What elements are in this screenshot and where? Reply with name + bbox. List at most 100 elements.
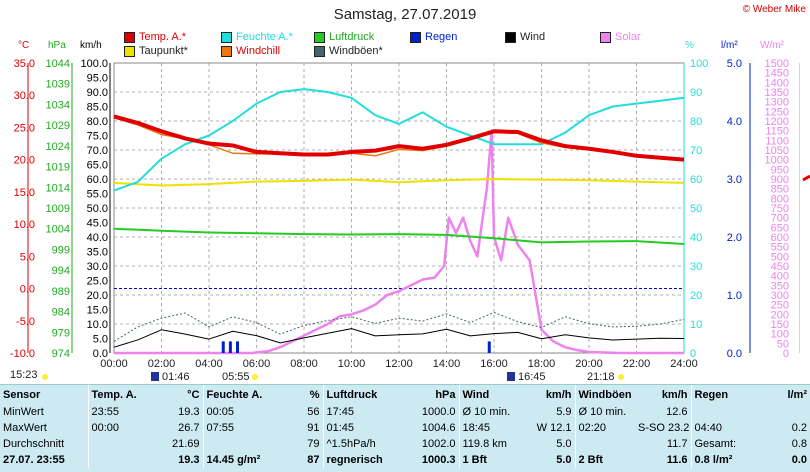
humidity-tick-label: 80 [690, 116, 702, 128]
solar-tick-label: 800 [771, 193, 789, 205]
stats-rain-value [751, 404, 810, 420]
legend-item: Luftdruck [314, 31, 374, 43]
stats-hum-value: 87 [307, 454, 320, 466]
humidity-tick-label: 10 [690, 319, 702, 331]
moon-icon [507, 372, 515, 381]
legend-swatch [124, 31, 135, 43]
rain-bar [221, 341, 225, 353]
rain-bar [487, 341, 491, 353]
x-tick-label: 08:00 [290, 358, 318, 370]
stats-hum-info: 00:05 [202, 404, 273, 420]
legend-item: Wind [505, 31, 545, 43]
solar-tick-label: 300 [771, 290, 789, 302]
humidity-tick-label: 70 [690, 145, 702, 157]
legend-item: Regen [410, 31, 457, 43]
wind-tick-label: 70.0 [87, 145, 108, 157]
stats-press-value: 1000.3 [421, 454, 456, 466]
stats-temp-value: 19.3 [178, 406, 200, 418]
sun-bar: 15:23 01:46 05:55 16:45 21:18 [0, 369, 810, 385]
humidity-unit: % [685, 40, 694, 51]
legend-label: Temp. A.* [139, 31, 187, 43]
solar-tick-label: 1300 [765, 97, 789, 109]
solar-tick-label: 400 [771, 271, 789, 283]
wind-tick-label: 95.0 [87, 73, 108, 85]
next-day-strip [800, 63, 810, 353]
stats-gust-info [574, 436, 635, 452]
temp-tick-label: 35.0 [14, 58, 35, 70]
rain-unit: l/m² [721, 40, 738, 51]
wind-tick-label: 10.0 [87, 319, 108, 331]
hdr-hum-unit: % [309, 388, 320, 401]
stats-temp-value: 19.3 [178, 454, 200, 466]
temp-tick-label: 20.0 [14, 155, 35, 167]
stats-rain-info: Gesamt: [690, 436, 751, 452]
wind-tick-label: 90.0 [87, 87, 108, 99]
stats-press-value: 1002.0 [421, 438, 456, 450]
x-tick-label: 06:00 [243, 358, 271, 370]
hdr-rain-unit: l/m² [787, 388, 807, 401]
solar-tick-label: 1450 [765, 68, 789, 80]
stats-press-info: ^1.5hPa/h [322, 436, 393, 452]
pressure-tick-label: 1014 [46, 182, 70, 194]
legend-item: Windböen* [314, 45, 383, 57]
wind-tick-label: 5.0 [93, 334, 108, 346]
hdr-sensor: Sensor [3, 388, 41, 401]
stats-press-info: 17:45 [322, 404, 393, 420]
legend-label: Feuchte A.* [236, 31, 293, 43]
rain-tick-label: 2.0 [727, 232, 742, 244]
solar-tick-label: 650 [771, 222, 789, 234]
temp-tick-label: -5.0 [16, 316, 35, 328]
legend-label: Windchill [236, 45, 281, 57]
hdr-wind: Wind [458, 385, 519, 404]
hdr-temp-unit: °C [187, 388, 200, 401]
rain-tick-label: 0.0 [727, 348, 742, 360]
pressure-line [113, 227, 685, 246]
solar-tick-label: 500 [771, 251, 789, 263]
pressure-tick-label: 989 [52, 286, 70, 298]
x-tick-label: 22:00 [623, 358, 651, 370]
hdr-rain: Regen [690, 385, 751, 404]
humidity-tick-label: 90 [690, 87, 702, 99]
wind-line [113, 328, 685, 348]
legend-item: Windchill [221, 45, 280, 57]
stats-header-row: Sensor Temp. A. °C Feuchte A. % Luftdruc… [0, 385, 810, 404]
temp-tick-label: 15.0 [14, 187, 35, 199]
pressure-tick-label: 984 [52, 307, 70, 319]
stats-row: MaxWert 00:00 26.7 07:55 91 01:45 1004.6 18:45 W… [0, 420, 810, 436]
x-tick-label: 18:00 [528, 358, 556, 370]
sunset-time: 21:18 [587, 371, 615, 383]
temp-tick-label: 5.0 [20, 251, 35, 263]
stats-rain-info: 04:40 [690, 420, 751, 436]
stats-hum-value: 56 [307, 406, 320, 418]
temp-tick-label: 30.0 [14, 90, 35, 102]
wind-tick-label: 25.0 [87, 276, 108, 288]
pressure-tick-label: 1009 [46, 203, 70, 215]
sun-icon [42, 374, 48, 380]
stats-wind-info: 18:45 [458, 420, 519, 436]
x-tick-label: 20:00 [575, 358, 603, 370]
hdr-press: Luftdruck [322, 385, 393, 404]
rain-bar [236, 341, 239, 353]
stats-rain-value: 0.2 [791, 422, 807, 434]
x-tick-label: 10:00 [338, 358, 366, 370]
stats-gust-value: 11.7 [666, 438, 688, 450]
stats-rain-value: 0.8 [791, 438, 807, 450]
legend-item: Feuchte A.* [221, 31, 293, 43]
pressure-tick-label: 1024 [46, 141, 70, 153]
humidity-tick-label: 40 [690, 232, 702, 244]
hdr-temp: Temp. A. [87, 385, 143, 404]
sunrise-icon [252, 374, 258, 380]
solar-tick-label: 200 [771, 309, 789, 321]
pressure-tick-label: 974 [52, 348, 70, 360]
stats-wind-value: W 12.1 [536, 422, 572, 434]
temperature-line [113, 114, 685, 162]
legend-swatch [221, 31, 232, 43]
wind-tick-label: 35.0 [87, 247, 108, 259]
solar-tick-label: 1100 [765, 135, 789, 147]
stats-hum-value: 91 [307, 422, 320, 434]
stats-gust-info: 02:20 [574, 420, 635, 436]
temp-tick-label: 25.0 [14, 122, 35, 134]
copyright-label[interactable]: © Weber Mike [742, 4, 806, 15]
wind-tick-label: 65.0 [87, 160, 108, 172]
solar-tick-label: 550 [771, 242, 789, 254]
